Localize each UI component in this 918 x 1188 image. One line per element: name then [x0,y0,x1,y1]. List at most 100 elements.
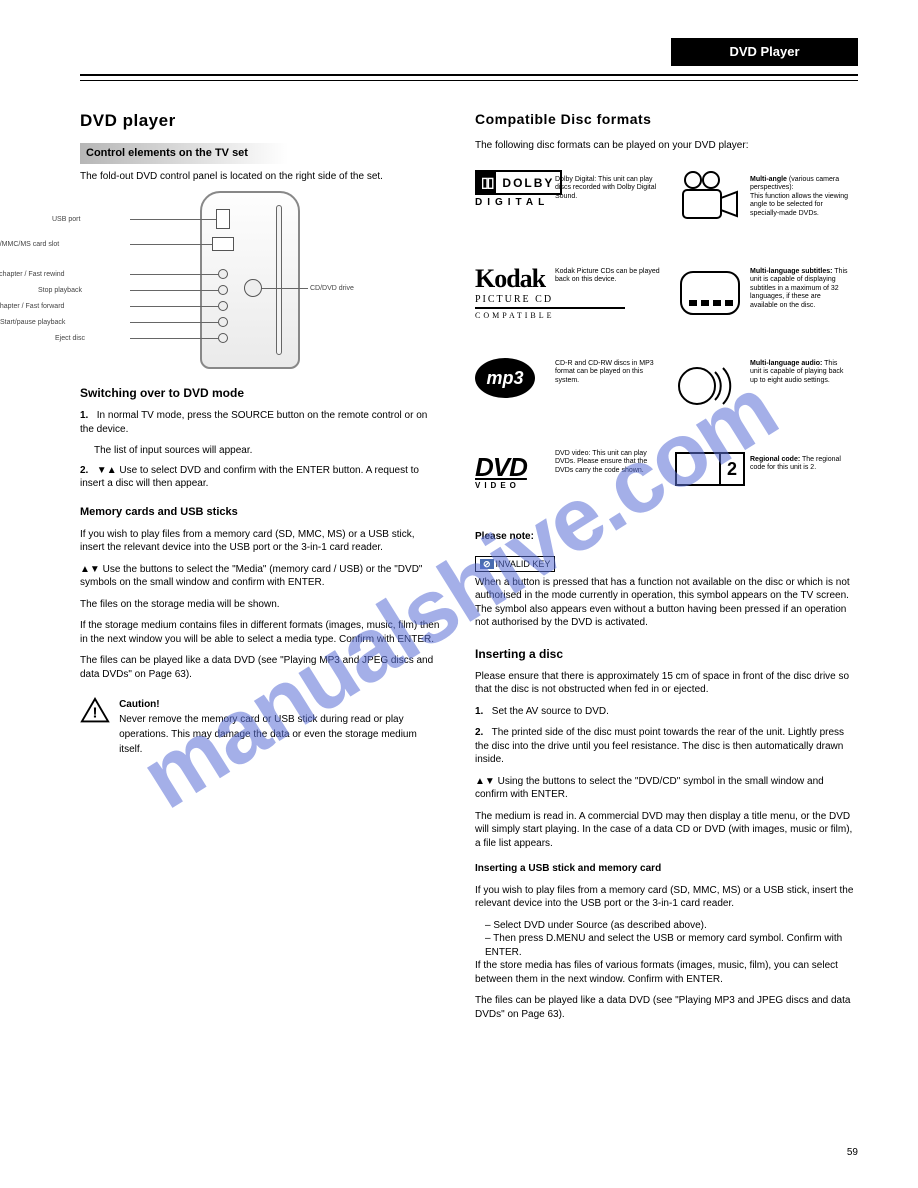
arrow-down-icon: ▼ [97,465,107,476]
memcard-title: Memory cards and USB sticks [80,505,440,520]
usb2: Select DVD under Source (as described ab… [485,919,855,933]
left-column: DVD player Control elements on the TV se… [80,110,440,757]
subtitle-caption: Multi-language subtitles: This unit is c… [750,268,850,310]
angle-c2: This function allows the viewing angle t… [750,193,848,217]
right-title: Compatible Disc formats [475,110,835,129]
lbl-play: Start/pause playback [0,318,65,327]
arrow-up-icon: ▲ [475,776,485,787]
usb-list: Select DVD under Source (as described ab… [475,919,855,960]
right-column: Compatible Disc formats The following di… [475,110,835,160]
mem2-text: Use the buttons to select the "Media" (m… [80,564,422,589]
disc-slot [276,205,282,355]
dolby-dd-icon: ▯▯ [477,172,496,193]
camera-icon [675,170,745,226]
warning-block: ! Caution! Never remove the memory card … [80,697,440,756]
usb-subtitle: Inserting a USB stick and memory card [475,862,855,876]
lead-1 [130,219,216,220]
note-title: Please note: [475,530,855,544]
left-intro: The fold-out DVD control panel is locate… [80,170,440,184]
svg-text:!: ! [93,705,98,722]
lead-6 [130,322,218,323]
arrow-down-icon: ▼ [90,564,100,575]
audio-waves-icon [675,358,745,414]
region-caption: Regional code: The regional code for thi… [750,456,850,473]
region-code-icon: 2 [675,452,745,486]
lbl-drive: CD/DVD drive [310,284,354,293]
ins2-text: Set the AV source to DVD. [492,706,609,717]
lbl-stop: Stop playback [38,286,82,295]
note-icon-o-icon: ⊘ [480,559,494,569]
usb4: If the store media has files of various … [475,959,855,986]
region-number: 2 [719,454,743,484]
sw1-num: 1. [80,409,94,423]
dolby-box: ▯▯DOLBY [475,170,562,195]
header-tab: DVD Player [671,38,858,66]
angle-caption: Multi-angle (various camera perspectives… [750,176,850,218]
lead-3 [130,274,218,275]
usb3: Then press D.MENU and select the USB or … [485,932,855,959]
lbl-sd: SD/MMC/MS card slot [0,240,59,249]
note-icon-text: INVALID KEY [496,559,551,569]
right-lower: Please note: ⊘INVALID KEY When a button … [475,530,855,1029]
warning-text-wrap: Caution! Never remove the memory card or… [119,697,429,756]
switching-title: Switching over to DVD mode [80,385,440,401]
strip-controls: Control elements on the TV set [80,143,288,164]
left-title: DVD player [80,110,440,133]
feature-icons: 2 [675,170,825,546]
ins3-text: The printed side of the disc must point … [475,727,844,765]
ins3-num: 2. [475,726,489,740]
mem4: If the storage medium contains files in … [80,619,440,646]
audio-caption: Multi-language audio: This unit is capab… [750,360,850,385]
invalid-key-box: ⊘INVALID KEY [475,556,555,572]
ins5: The medium is read in. A commercial DVD … [475,810,855,851]
warning-text: Never remove the memory card or USB stic… [119,714,417,755]
mp3-badge-icon: mp3 [475,358,535,398]
lead-5 [130,306,218,307]
subtitle-t: Multi-language subtitles: [750,268,832,275]
sw1-row: 1. In normal TV mode, press the SOURCE b… [80,409,440,436]
region-t: Regional code: [750,456,800,463]
angle-t: Multi-angle [750,176,787,183]
mem1: If you wish to play files from a memory … [80,528,440,555]
card-slot-graphic [212,237,234,251]
lead-7 [130,338,218,339]
lead-8 [262,288,308,289]
ins4-row: ▲▼ Using the buttons to select the "DVD/… [475,775,855,802]
arrow-up-icon: ▲ [80,564,90,575]
sw2-row: 2. ▼▲ Use to select DVD and confirm with… [80,464,440,491]
page: DVD Player DVD player Control elements o… [0,0,918,1188]
rule-thick [80,74,858,76]
sw2-num: 2. [80,464,94,478]
sw2-text: Use to select DVD and confirm with the E… [80,465,419,490]
usb1: If you wish to play files from a memory … [475,884,855,911]
mem5: The files can be played like a data DVD … [80,654,440,681]
arrow-up-icon: ▲ [107,465,117,476]
dolby-caption: Dolby Digital: This unit can play discs … [555,176,665,201]
lead-4 [130,290,218,291]
ins4-text: Using the buttons to select the "DVD/CD"… [475,776,824,801]
dvd-caption: DVD video: This unit can play DVDs. Plea… [555,450,665,475]
subtitle-icon [675,264,745,320]
kodak-caption: Kodak Picture CDs can be played back on … [555,268,665,285]
lbl-next: Next chapter / Fast forward [0,302,64,311]
insert-title: Inserting a disc [475,646,855,662]
ins2-row: 1. Set the AV source to DVD. [475,705,855,719]
lead-2 [130,244,212,245]
ins1: Please ensure that there is approximatel… [475,670,855,697]
page-number: 59 [847,1147,858,1158]
dvd-video-word: VIDEO [475,481,625,490]
kodak-picturecd: PICTURE CD [475,294,625,309]
lbl-eject: Eject disc [55,334,85,343]
lbl-prev: Previous chapter / Fast rewind [0,270,65,279]
arrow-down-icon: ▼ [485,776,495,787]
sw1b: The list of input sources will appear. [94,444,440,458]
usb5: The files can be played like a data DVD … [475,994,855,1021]
kodak-compatible: COMPATIBLE [475,311,625,320]
right-intro: The following disc formats can be played… [475,139,835,153]
sw1-text: In normal TV mode, press the SOURCE butt… [80,410,427,435]
audio-t: Multi-language audio: [750,360,822,367]
mem3: The files on the storage media will be s… [80,598,440,612]
rule-thin [80,80,858,81]
note-body: When a button is pressed that has a func… [475,576,855,630]
panel-figure: USB port SD/MMC/MS card slot Previous ch… [110,191,320,371]
